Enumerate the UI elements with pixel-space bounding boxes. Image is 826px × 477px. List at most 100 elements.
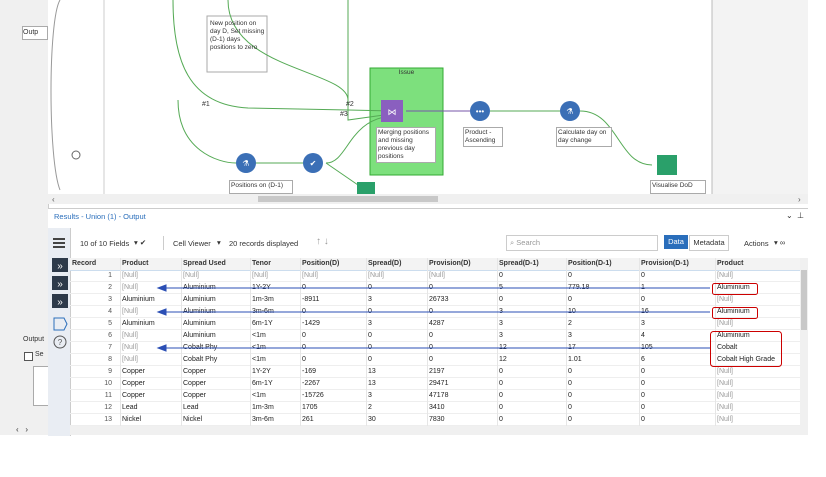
cell: <1m (252, 356, 266, 363)
cell: [Null] (122, 272, 138, 279)
cell: 0 (568, 368, 572, 375)
cell: Nickel (183, 416, 203, 423)
row-bg (70, 366, 800, 378)
more[interactable]: ▾ ∞ (774, 238, 786, 247)
cell: 2197 (429, 368, 445, 375)
cell: 0 (499, 404, 503, 411)
cell: 30 (368, 416, 376, 423)
search-box[interactable] (506, 235, 658, 251)
cell: 1.01 (568, 356, 582, 363)
record-number: 5 (108, 320, 112, 327)
cell: Copper (122, 380, 145, 387)
cell: Aluminium (122, 296, 155, 303)
row-bg (70, 390, 800, 402)
column-divider (639, 258, 640, 426)
cell: 13 (368, 368, 376, 375)
connection-label: #2 (346, 101, 354, 108)
cell: 26733 (429, 296, 449, 303)
column-header: Spread Used (183, 260, 226, 267)
column-header: Position(D) (302, 260, 340, 267)
cell: 0 (641, 416, 645, 423)
dropdown-caret[interactable]: ▾ (217, 238, 221, 247)
results-panel (48, 208, 808, 437)
cell: Aluminium (183, 320, 216, 327)
cell: 0 (429, 356, 433, 363)
search-placeholder: ⌕ Search (510, 238, 541, 247)
tab[interactable]: Outp (22, 26, 48, 40)
checkbox[interactable] (24, 352, 33, 361)
cell: 0 (499, 368, 503, 375)
cell: 0 (368, 308, 372, 315)
column-divider (181, 258, 182, 426)
tool-label: Positions on (D-1) (229, 180, 293, 194)
actions-menu[interactable]: Actions (744, 239, 769, 248)
cell: 3 (499, 320, 503, 327)
cell: [Null] (717, 272, 733, 279)
data-tab[interactable]: Data (664, 235, 688, 249)
column-header: Spread(D) (368, 260, 402, 267)
cell: -15726 (302, 392, 324, 399)
column-header: Spread(D-1) (499, 260, 539, 267)
cell: 3 (368, 296, 372, 303)
record-number: 6 (108, 332, 112, 339)
column-header: Product (122, 260, 149, 267)
column-header: Record (72, 260, 97, 267)
column-divider (120, 258, 121, 426)
cell: 0 (302, 284, 306, 291)
cell: [Null] (252, 272, 268, 279)
cell: 1Y-2Y (252, 368, 271, 375)
connection-label: #1 (202, 101, 210, 108)
cell: -8911 (302, 296, 320, 303)
dropdown-caret[interactable]: ▾ ✔ (134, 238, 147, 247)
cell: 3 (568, 332, 572, 339)
cell: Copper (183, 368, 206, 375)
record-number: 12 (104, 404, 112, 411)
side-icons: » » » ? (52, 238, 68, 349)
cell: 0 (641, 392, 645, 399)
column-divider (715, 258, 716, 426)
cell: 3m-6m (252, 416, 274, 423)
container-title: Issue (398, 69, 415, 76)
cell: 4287 (429, 320, 445, 327)
svg-text:»: » (57, 261, 63, 272)
cell: [Null] (302, 272, 318, 279)
cell: Aluminium (717, 308, 750, 315)
cell: 6m-1Y (252, 320, 273, 327)
scroll-arrows: ‹ › (16, 425, 28, 434)
h-scrollbar (70, 426, 808, 435)
cell: 6m-1Y (252, 380, 273, 387)
nav-arrows[interactable]: ↑ ↓ (316, 236, 329, 247)
column-divider (497, 258, 498, 426)
cell: 0 (641, 296, 645, 303)
cell: 3 (368, 320, 372, 327)
cell: 0 (499, 380, 503, 387)
cell: 0 (368, 344, 372, 351)
cell: [Null] (717, 416, 733, 423)
cell: 0 (641, 368, 645, 375)
column-divider (427, 258, 428, 426)
cell: [Null] (122, 332, 138, 339)
cell: 0 (641, 380, 645, 387)
cell: Aluminium (183, 308, 216, 315)
record-number: 9 (108, 368, 112, 375)
cell: 0 (302, 344, 306, 351)
cell: Aluminium (717, 284, 750, 291)
cell: 0 (429, 308, 433, 315)
cell-viewer[interactable]: Cell Viewer (173, 239, 211, 248)
tool-label: Calculate day on day change (556, 127, 612, 147)
cell: 0 (429, 284, 433, 291)
metadata-tab[interactable]: Metadata (689, 235, 729, 251)
cell: 0 (499, 392, 503, 399)
fields-dropdown[interactable]: 10 of 10 Fields (80, 239, 130, 248)
v-scrollbar (800, 258, 808, 426)
cell: 1 (641, 284, 645, 291)
column-divider (250, 258, 251, 426)
tool-label: Visualise DoD (650, 180, 706, 194)
cell: Cobalt High Grade (717, 356, 775, 363)
cell: [Null] (183, 272, 199, 279)
panel-controls[interactable]: ⌄ ⊥ (786, 211, 805, 220)
svg-text:⋈: ⋈ (388, 107, 397, 117)
row-bg (70, 402, 800, 414)
svg-text:»: » (57, 279, 63, 290)
